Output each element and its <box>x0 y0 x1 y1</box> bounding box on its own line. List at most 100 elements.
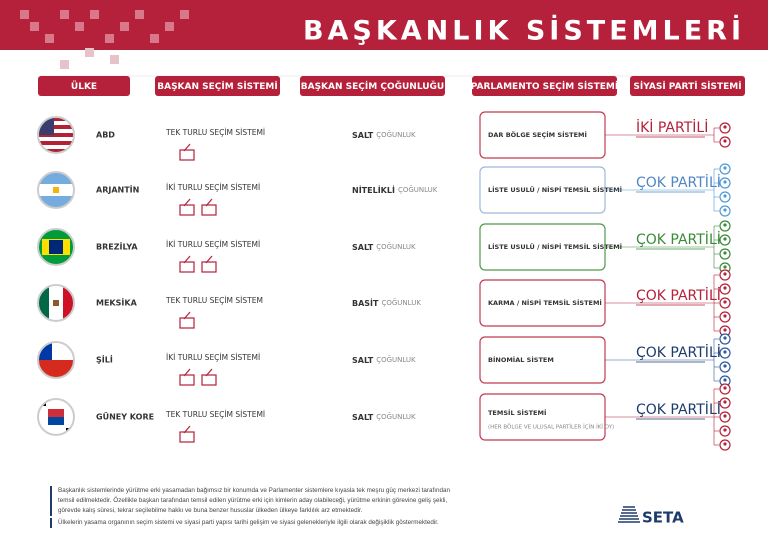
pixel-square <box>135 10 144 19</box>
column-header <box>155 76 280 96</box>
majority-word: ÇOĞUNLUK <box>376 412 416 421</box>
ballot-paper <box>183 311 191 320</box>
majority-type: SALT <box>352 356 374 365</box>
person-head <box>723 272 727 276</box>
ballot-paper <box>205 198 213 207</box>
flag-part <box>63 285 74 321</box>
flag <box>38 117 74 153</box>
flag-rim <box>37 341 75 379</box>
country: ARJANTİN <box>96 185 139 195</box>
flag-rim <box>37 116 75 154</box>
pixel-square <box>110 55 119 64</box>
parliament-box <box>479 393 606 441</box>
ballot-paper <box>183 255 191 264</box>
column-header-label: SİYASİ PARTİ SİSTEMİ <box>633 81 741 92</box>
flag-rim <box>37 228 75 266</box>
person-head <box>723 314 727 318</box>
flag-rim <box>37 398 75 436</box>
person-head <box>723 265 727 269</box>
flag-part <box>38 121 74 125</box>
ballot-box <box>179 149 195 161</box>
flag-rim <box>37 171 75 209</box>
ballot-box <box>179 261 195 273</box>
person-head <box>723 414 727 418</box>
flag-part <box>49 240 63 254</box>
flag <box>38 399 74 435</box>
flag-part <box>38 129 74 133</box>
column-header <box>630 76 745 96</box>
majority-word: ÇOĞUNLUK <box>376 242 416 251</box>
party-system: ÇOK PARTİLİ <box>636 343 721 361</box>
pixel-square <box>150 34 159 43</box>
majority-type: BASİT <box>352 298 379 308</box>
ballot-box <box>201 374 217 386</box>
party-system: ÇOK PARTİLİ <box>636 230 721 248</box>
parliament-system: BİNOMİAL SİSTEM <box>488 355 554 364</box>
flag <box>38 285 74 321</box>
election-system: İKİ TURLU SEÇİM SİSTEMİ <box>166 353 260 362</box>
pixel-square <box>165 22 174 31</box>
ballot-box <box>201 261 217 273</box>
parliament-system: LİSTE USULÜ / NİSPİ TEMSİL SİSTEMİ <box>488 185 622 194</box>
party-system: ÇOK PARTİLİ <box>636 173 721 191</box>
pixel-square <box>120 22 129 31</box>
country: GÜNEY KORE <box>96 412 154 422</box>
pixel-square <box>60 10 69 19</box>
parliament-system: DAR BÖLGE SEÇİM SİSTEMİ <box>488 130 587 139</box>
majority: SALT ÇOĞUNLUK <box>352 130 416 140</box>
person-head <box>723 223 727 227</box>
person-head <box>723 378 727 382</box>
column-header <box>472 76 617 96</box>
party-system: ÇOK PARTİLİ <box>636 286 721 304</box>
majority: SALT ÇOĞUNLUK <box>352 412 416 422</box>
ballot-paper <box>183 425 191 434</box>
pixel-square <box>30 22 39 31</box>
person-head <box>723 336 727 340</box>
person-head <box>723 386 727 390</box>
person-head <box>723 328 727 332</box>
person-head <box>723 364 727 368</box>
person-head <box>723 442 727 446</box>
ballot-paper <box>205 255 213 264</box>
person-head <box>723 194 727 198</box>
person-head <box>723 139 727 143</box>
election-system: TEK TURLU SEÇİM SİSTEM <box>165 296 263 305</box>
logo: SETA <box>642 509 684 527</box>
person-head <box>723 400 727 404</box>
pixel-square <box>20 10 29 19</box>
person-head <box>723 300 727 304</box>
election-system: TEK TURLU SEÇİM SİSTEMİ <box>165 410 265 419</box>
parliament-note: (HER BÖLGE VE ULUSAL PARTİLER İÇİN İKİ O… <box>488 424 614 431</box>
country: BREZİLYA <box>96 242 138 252</box>
column-header-label: BAŞKAN SEÇİM ÇOĞUNLUĞU <box>301 80 445 92</box>
majority-word: ÇOĞUNLUK <box>398 185 438 194</box>
flag-part <box>38 145 74 149</box>
ballot-box <box>179 204 195 216</box>
majority-word: ÇOĞUNLUK <box>376 130 416 139</box>
majority-word: ÇOĞUNLUK <box>376 355 416 364</box>
flag-part <box>48 417 64 425</box>
election-system: İKİ TURLU SEÇİM SİSTEMİ <box>166 240 260 249</box>
column-header-label: PARLAMENTO SEÇİM SİSTEMİ <box>471 81 619 92</box>
person-head <box>723 251 727 255</box>
ballot-paper <box>205 368 213 377</box>
pixel-square <box>45 34 54 43</box>
parliament-system: LİSTE USULÜ / NİSPİ TEMSİL SİSTEMİ <box>488 242 622 251</box>
ballot-paper <box>183 368 191 377</box>
ballot-box <box>179 317 195 329</box>
ballot-paper <box>183 143 191 152</box>
pixel-square <box>60 60 69 69</box>
person-head <box>723 237 727 241</box>
person-head <box>723 428 727 432</box>
ballot-paper <box>183 198 191 207</box>
country: ABD <box>96 131 115 140</box>
column-header <box>38 76 130 96</box>
column-header <box>300 76 445 96</box>
footer-text: Başkanlık sistemlerinde yürütme erki yas… <box>50 486 458 516</box>
majority-type: SALT <box>352 243 374 252</box>
flag <box>38 342 74 378</box>
person-head <box>723 208 727 212</box>
footer-text: Ülkelerin yasama organının seçim sistemi… <box>50 518 458 528</box>
flag-part <box>53 187 59 193</box>
